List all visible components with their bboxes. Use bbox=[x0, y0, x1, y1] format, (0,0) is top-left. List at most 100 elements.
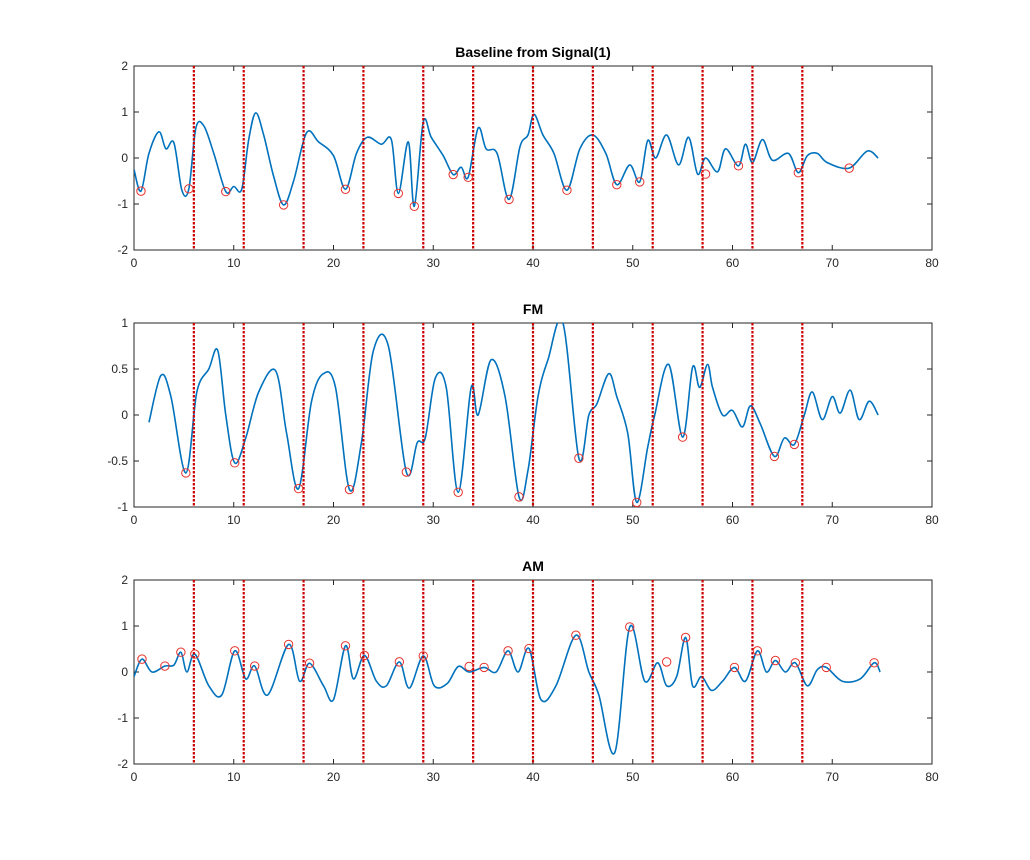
x-tick-label: 50 bbox=[626, 256, 640, 270]
x-tick-label: 0 bbox=[131, 256, 138, 270]
signal-line bbox=[134, 624, 881, 755]
y-tick-label: 0 bbox=[121, 665, 128, 679]
x-tick-label: 20 bbox=[327, 770, 341, 784]
x-tick-label: 40 bbox=[526, 256, 540, 270]
plot-data bbox=[134, 66, 879, 250]
subplot-title: Baseline from Signal(1) bbox=[455, 44, 611, 60]
x-tick-label: 30 bbox=[427, 770, 441, 784]
peak-marker bbox=[190, 649, 200, 659]
peak-marker bbox=[184, 184, 194, 194]
x-tick-label: 20 bbox=[327, 513, 341, 527]
peak-marker bbox=[340, 641, 351, 651]
peak-marker bbox=[479, 662, 489, 673]
peak-marker bbox=[769, 451, 780, 462]
x-tick-label: 70 bbox=[826, 256, 840, 270]
x-tick-label: 70 bbox=[826, 770, 840, 784]
peak-marker bbox=[789, 439, 800, 450]
peak-marker bbox=[632, 497, 642, 507]
peak-marker bbox=[340, 184, 351, 194]
subplot-am: AM 0 10 20 30 40 50 60 70 80 -2 -1 0 1 2 bbox=[117, 558, 939, 784]
peak-marker bbox=[181, 468, 191, 478]
peak-marker bbox=[514, 492, 524, 502]
y-tick-label: 0 bbox=[121, 408, 128, 422]
peak-marker bbox=[625, 622, 635, 632]
peak-marker bbox=[409, 201, 419, 212]
subplot-title: AM bbox=[522, 558, 544, 574]
peak-marker bbox=[453, 487, 463, 497]
peak-marker bbox=[770, 655, 781, 666]
peak-marker bbox=[249, 661, 260, 671]
y-tick-label: 2 bbox=[121, 573, 128, 587]
x-tick-label: 80 bbox=[925, 770, 939, 784]
subplot-fm: FM 0 10 20 30 40 50 60 70 80 -1 -0.5 0 0.5 1 bbox=[107, 301, 939, 527]
y-tick-label: 0 bbox=[121, 151, 128, 165]
peak-marker bbox=[524, 643, 534, 654]
peak-marker bbox=[635, 177, 645, 187]
peak-marker bbox=[137, 654, 147, 664]
x-tick-label: 20 bbox=[327, 256, 341, 270]
peak-marker bbox=[793, 168, 804, 178]
y-tick-label: -1 bbox=[117, 711, 128, 725]
y-tick-label: -0.5 bbox=[107, 454, 128, 468]
peak-marker bbox=[278, 200, 289, 210]
x-tick-label: 50 bbox=[626, 513, 640, 527]
x-tick-label: 0 bbox=[131, 513, 138, 527]
peak-marker bbox=[283, 639, 294, 650]
peak-marker bbox=[359, 650, 370, 661]
peak-marker bbox=[401, 467, 412, 477]
x-tick-label: 0 bbox=[131, 770, 138, 784]
x-tick-label: 80 bbox=[925, 513, 939, 527]
peak-marker bbox=[844, 163, 854, 173]
y-tick-label: -1 bbox=[117, 197, 128, 211]
x-tick-label: 10 bbox=[227, 256, 241, 270]
peak-marker bbox=[221, 186, 231, 197]
peak-marker bbox=[448, 169, 458, 180]
y-tick-label: 1 bbox=[121, 105, 128, 119]
peak-marker bbox=[869, 658, 879, 668]
subplot-title: FM bbox=[523, 301, 543, 317]
peak-marker bbox=[574, 453, 584, 463]
y-tick-label: 1 bbox=[121, 316, 128, 330]
peak-marker bbox=[562, 185, 572, 195]
x-tick-label: 40 bbox=[526, 770, 540, 784]
peak-marker bbox=[612, 179, 622, 190]
y-tick-label: 2 bbox=[121, 59, 128, 73]
peak-marker bbox=[677, 432, 688, 442]
peak-marker bbox=[176, 647, 186, 657]
plot-data bbox=[134, 580, 881, 764]
peak-marker bbox=[393, 188, 404, 199]
x-tick-label: 70 bbox=[826, 513, 840, 527]
peak-marker bbox=[230, 646, 240, 656]
peak-marker bbox=[680, 632, 691, 643]
peak-marker bbox=[160, 661, 170, 671]
x-tick-label: 60 bbox=[726, 256, 740, 270]
y-tick-label: -2 bbox=[117, 757, 128, 771]
x-tick-label: 10 bbox=[227, 513, 241, 527]
signal-line bbox=[148, 323, 879, 504]
y-tick-label: -2 bbox=[117, 243, 128, 257]
x-tick-label: 10 bbox=[227, 770, 241, 784]
y-tick-label: 1 bbox=[121, 619, 128, 633]
y-tick-label: -1 bbox=[117, 500, 128, 514]
peak-marker bbox=[571, 630, 581, 640]
peak-marker bbox=[700, 169, 711, 179]
peak-marker bbox=[504, 194, 514, 205]
peak-marker bbox=[230, 458, 240, 468]
peak-marker bbox=[661, 657, 672, 667]
peak-marker bbox=[463, 172, 473, 183]
peak-marker bbox=[821, 662, 831, 673]
plot-data bbox=[148, 323, 879, 507]
x-tick-label: 50 bbox=[626, 770, 640, 784]
x-tick-label: 60 bbox=[726, 513, 740, 527]
peak-marker bbox=[344, 484, 355, 495]
peak-marker bbox=[293, 483, 304, 494]
peak-marker bbox=[304, 658, 315, 668]
peak-marker bbox=[394, 657, 405, 667]
x-tick-label: 30 bbox=[427, 256, 441, 270]
peak-marker bbox=[790, 658, 801, 668]
peak-marker bbox=[136, 186, 146, 196]
x-tick-label: 60 bbox=[726, 770, 740, 784]
y-tick-label: 0.5 bbox=[111, 362, 128, 376]
signal-line bbox=[134, 112, 879, 208]
